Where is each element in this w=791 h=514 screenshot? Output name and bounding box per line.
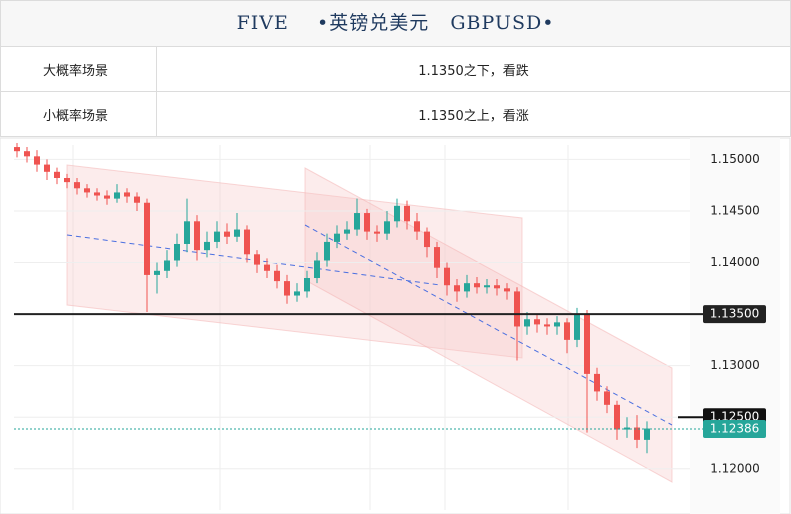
candle-body bbox=[284, 281, 290, 296]
scenario-text: 1.1350之下，看跌 bbox=[156, 46, 791, 92]
vertical-grid bbox=[72, 145, 569, 510]
candle-body bbox=[24, 151, 30, 157]
candle-body bbox=[634, 427, 640, 440]
candle-body bbox=[54, 171, 60, 178]
y-tick-label: 1.13000 bbox=[710, 358, 760, 372]
scenario-name: 小概率场景 bbox=[0, 91, 157, 137]
price-label: 1.12386 bbox=[710, 421, 760, 435]
candle-body bbox=[614, 404, 620, 430]
y-tick-label: 1.12000 bbox=[710, 461, 760, 475]
candle-body bbox=[554, 322, 560, 327]
candle-body bbox=[184, 221, 190, 244]
candle-body bbox=[394, 205, 400, 222]
candle-body bbox=[204, 241, 210, 251]
candle-body bbox=[44, 164, 50, 172]
chart-frame bbox=[0, 137, 791, 514]
candle-body bbox=[114, 192, 120, 199]
price-label: 1.13500 bbox=[710, 307, 760, 321]
candle-body bbox=[344, 229, 350, 234]
candle-body bbox=[214, 231, 220, 242]
candle-body bbox=[484, 285, 490, 288]
scenario-table: 大概率场景 1.1350之下，看跌 小概率场景 1.1350之上，看涨 bbox=[0, 46, 791, 137]
candle-body bbox=[534, 319, 540, 325]
candle-body bbox=[64, 177, 70, 183]
candle-body bbox=[434, 247, 440, 268]
candle-body bbox=[504, 288, 510, 292]
header-title: FIVE •英镑兑美元 GBPUSD• bbox=[0, 0, 791, 47]
row: 大概率场景 1.1350之下，看跌 bbox=[0, 46, 791, 92]
plot: 1.120001.125001.130001.135001.140001.145… bbox=[14, 142, 766, 475]
candle-body bbox=[594, 373, 600, 392]
candle-body bbox=[224, 231, 230, 237]
candle-body bbox=[134, 196, 140, 203]
trend-line bbox=[304, 224, 673, 426]
candle-body bbox=[194, 221, 200, 251]
candle-body bbox=[404, 205, 410, 222]
candle-body bbox=[384, 221, 390, 234]
candle-body bbox=[314, 260, 320, 279]
candle-body bbox=[144, 202, 150, 275]
candle-body bbox=[584, 314, 590, 374]
candle-body bbox=[124, 192, 130, 197]
candle-body bbox=[334, 233, 340, 242]
candle-body bbox=[354, 213, 360, 230]
candle-body bbox=[564, 322, 570, 340]
candle-body bbox=[474, 283, 480, 288]
candle-body bbox=[174, 243, 180, 261]
candle-body bbox=[514, 291, 520, 327]
candle-body bbox=[34, 156, 40, 165]
candle-body bbox=[294, 291, 300, 296]
candle-body bbox=[644, 428, 650, 440]
candle-body bbox=[324, 241, 330, 261]
row: 小概率场景 1.1350之上，看涨 bbox=[0, 91, 791, 137]
candle-body bbox=[234, 229, 240, 237]
price-axis-bg bbox=[690, 138, 780, 514]
y-tick-label: 1.14500 bbox=[710, 203, 760, 217]
candle-body bbox=[84, 188, 90, 193]
candle-body bbox=[94, 192, 100, 196]
candle-body bbox=[244, 229, 250, 255]
candle-body bbox=[464, 283, 470, 292]
candle-body bbox=[154, 270, 160, 275]
candle-body bbox=[104, 195, 110, 199]
chart: 1.120001.125001.130001.135001.140001.145… bbox=[0, 137, 791, 514]
scenario-text: 1.1350之上，看涨 bbox=[156, 91, 791, 137]
candle-body bbox=[374, 231, 380, 234]
candle-body bbox=[74, 182, 80, 189]
candle-body bbox=[164, 260, 170, 271]
price-label-box bbox=[703, 419, 766, 438]
candle-body bbox=[494, 285, 500, 289]
candle-body bbox=[524, 319, 530, 327]
candle-body bbox=[444, 267, 450, 286]
candle-body bbox=[264, 264, 270, 271]
candle-body bbox=[274, 270, 280, 282]
y-tick-label: 1.15000 bbox=[710, 152, 760, 166]
candle-body bbox=[574, 314, 580, 340]
candle-body bbox=[454, 285, 460, 292]
price-label-box bbox=[703, 305, 766, 324]
candle-body bbox=[414, 221, 420, 232]
candle-body bbox=[14, 147, 20, 152]
candle-body bbox=[424, 231, 430, 248]
scenario-name: 大概率场景 bbox=[0, 46, 157, 92]
candle-body bbox=[364, 213, 370, 232]
y-tick-label: 1.14000 bbox=[710, 255, 760, 269]
candle-body bbox=[304, 278, 310, 292]
candle-body bbox=[544, 324, 550, 327]
candle-body bbox=[254, 254, 260, 265]
candle-body bbox=[604, 391, 610, 405]
